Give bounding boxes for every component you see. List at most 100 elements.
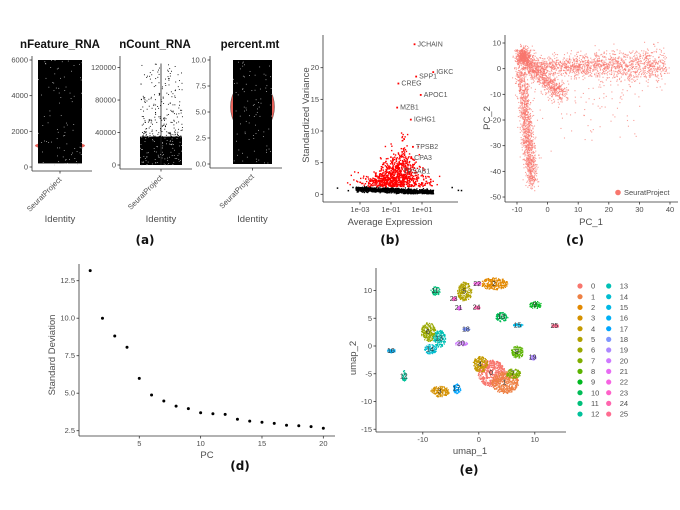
data-point — [546, 61, 548, 63]
data-point — [79, 152, 81, 154]
data-point — [618, 60, 620, 63]
data-point — [381, 181, 383, 184]
data-point — [161, 119, 163, 121]
data-point — [590, 67, 592, 69]
data-point — [142, 135, 144, 137]
data-point — [615, 60, 617, 62]
data-point — [598, 63, 600, 65]
data-point — [372, 185, 374, 187]
data-point — [154, 116, 156, 118]
data-point — [562, 61, 564, 63]
data-point — [622, 53, 624, 55]
data-point — [614, 70, 616, 72]
gene-label: TPSAB1 — [403, 169, 430, 176]
data-point — [633, 68, 636, 70]
data-point — [567, 66, 569, 68]
data-point — [650, 65, 652, 67]
data-point — [429, 191, 431, 194]
data-point — [252, 135, 254, 136]
data-point — [630, 60, 632, 62]
data-point — [362, 182, 364, 185]
data-point — [605, 53, 608, 55]
data-point — [555, 60, 557, 62]
data-point — [654, 74, 656, 76]
data-point — [664, 61, 666, 63]
data-point — [392, 183, 395, 186]
data-point — [603, 67, 605, 69]
data-point — [655, 76, 657, 78]
data-point — [569, 62, 571, 64]
data-point — [593, 65, 595, 67]
data-point — [649, 61, 651, 63]
data-point — [385, 188, 388, 190]
data-point — [398, 170, 400, 172]
data-point — [396, 164, 398, 166]
data-point — [403, 182, 405, 184]
data-point — [56, 129, 58, 130]
data-point — [160, 105, 161, 107]
data-point — [357, 171, 359, 174]
data-point — [617, 84, 619, 86]
data-point — [644, 74, 647, 76]
data-point — [535, 65, 537, 68]
data-point — [611, 72, 613, 74]
data-point — [378, 180, 381, 182]
gene-label: IGHG1 — [414, 117, 436, 124]
data-point — [655, 63, 657, 65]
data-point — [597, 65, 599, 67]
data-point — [71, 154, 73, 156]
data-point — [153, 86, 155, 88]
data-point — [538, 78, 541, 80]
data-point — [565, 89, 567, 91]
data-point — [391, 188, 393, 190]
data-point — [618, 65, 620, 67]
data-point — [387, 189, 389, 191]
data-point — [376, 190, 378, 193]
data-point — [662, 68, 664, 70]
data-point — [522, 47, 525, 49]
data-point — [602, 71, 604, 73]
data-point — [171, 143, 173, 145]
data-point — [141, 64, 143, 66]
data-point — [177, 74, 179, 76]
data-point — [514, 57, 516, 59]
data-point — [154, 119, 156, 121]
data-point — [519, 52, 521, 55]
data-point — [243, 106, 245, 108]
data-point — [405, 175, 407, 178]
data-point — [402, 177, 405, 179]
data-point — [145, 131, 147, 133]
data-point — [408, 188, 410, 190]
data-point — [576, 59, 578, 61]
data-point — [628, 64, 631, 66]
data-point — [583, 65, 586, 67]
data-point — [403, 181, 405, 183]
data-point — [429, 190, 431, 192]
data-point — [644, 58, 646, 60]
data-point — [570, 53, 572, 55]
data-point — [552, 64, 554, 66]
data-point — [603, 62, 605, 64]
data-point — [386, 162, 388, 165]
data-point — [664, 83, 666, 85]
data-point — [546, 78, 548, 80]
data-point — [392, 168, 394, 171]
data-point — [539, 57, 541, 59]
data-point — [650, 68, 652, 70]
data-point — [144, 101, 146, 103]
data-point — [524, 73, 526, 75]
data-point — [573, 64, 575, 66]
data-point — [413, 172, 416, 174]
data-point — [358, 187, 360, 189]
data-point — [160, 99, 162, 101]
data-point — [176, 133, 178, 135]
data-point — [416, 178, 418, 181]
data-point — [144, 120, 146, 122]
data-point — [584, 60, 586, 62]
data-point — [142, 132, 143, 133]
data-point — [536, 59, 538, 62]
data-point — [144, 101, 146, 103]
data-point — [644, 57, 646, 59]
data-point — [243, 91, 245, 93]
data-point — [552, 59, 554, 62]
